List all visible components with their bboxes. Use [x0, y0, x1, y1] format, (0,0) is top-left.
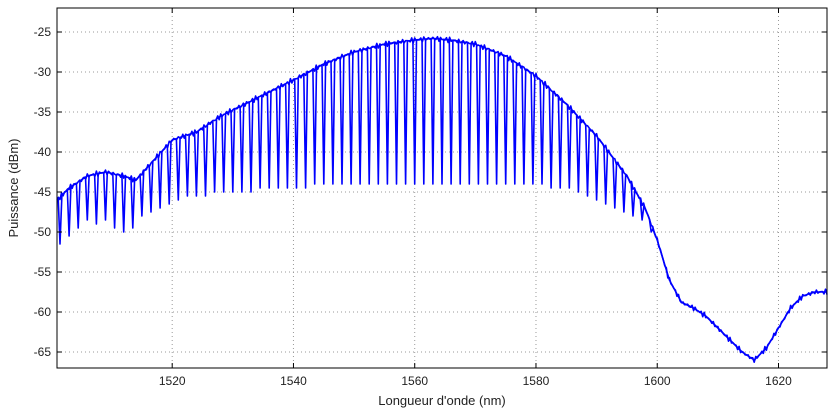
x-tick-label: 1620	[765, 374, 792, 388]
y-tick-label: -45	[34, 185, 52, 199]
y-tick-label: -40	[34, 145, 52, 159]
x-tick-label: 1540	[280, 374, 307, 388]
y-tick-label: -60	[34, 305, 52, 319]
y-tick-label: -65	[34, 345, 52, 359]
y-tick-label: -55	[34, 265, 52, 279]
x-tick-label: 1520	[159, 374, 186, 388]
y-tick-label: -50	[34, 225, 52, 239]
y-tick-label: -35	[34, 105, 52, 119]
x-axis-label: Longueur d'onde (nm)	[378, 393, 506, 408]
y-tick-label: -25	[34, 25, 52, 39]
x-tick-label: 1560	[401, 374, 428, 388]
axis-ticks: 1520 1540 1560 1580 1600 1620 -25 -30 -35 -40 -45 -…	[34, 8, 827, 388]
x-tick-label: 1600	[644, 374, 671, 388]
y-axis-label: Puissance (dBm)	[6, 139, 21, 238]
x-tick-label: 1580	[523, 374, 550, 388]
series-ripple-0	[56, 35, 828, 363]
plot-frame	[56, 7, 828, 369]
series-layer	[56, 35, 828, 363]
y-tick-label: -30	[34, 65, 52, 79]
